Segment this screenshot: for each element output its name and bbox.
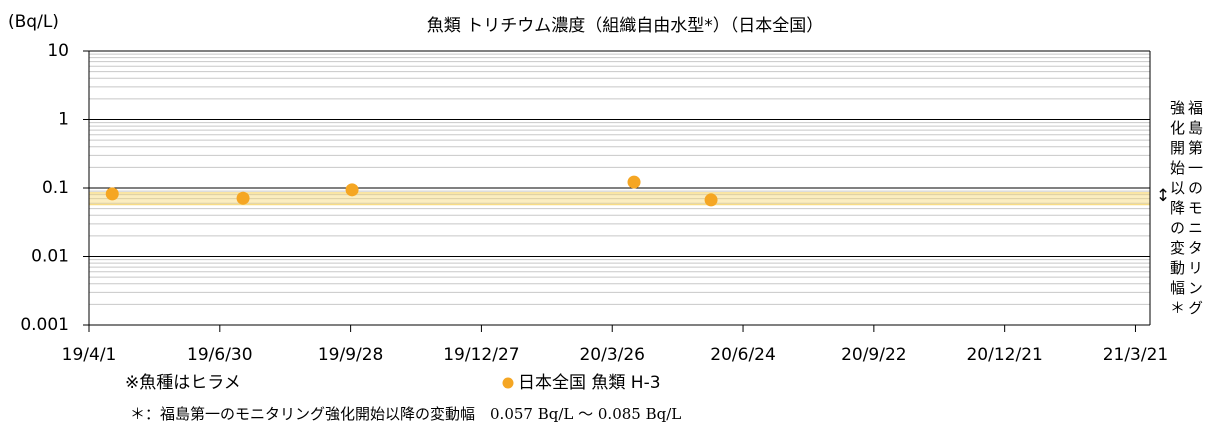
y-tick-label: 10	[47, 41, 69, 61]
species-note: ※魚種はヒラメ	[125, 373, 241, 393]
x-tick-label: 20/3/26	[579, 345, 645, 365]
data-point	[627, 175, 641, 189]
x-tick-label: 19/4/1	[62, 345, 117, 365]
chart-title: 魚類 トリチウム濃度（組織自由水型*）（日本全国）	[427, 16, 823, 36]
x-tick-label: 20/6/24	[710, 345, 776, 365]
y-tick-label: 0.001	[20, 315, 69, 335]
data-point	[704, 193, 718, 207]
y-tick-label: 0.01	[31, 247, 69, 267]
data-point	[105, 187, 119, 201]
legend-marker	[502, 377, 514, 389]
y-axis-label: (Bq/L)	[8, 12, 59, 32]
band-arrow: ↕	[1156, 186, 1170, 206]
x-tick-label: 20/12/21	[966, 345, 1042, 365]
data-point	[236, 191, 250, 205]
x-tick-label: 19/6/30	[187, 345, 253, 365]
y-tick-label: 0.1	[42, 178, 69, 198]
x-tick-label: 19/9/28	[318, 345, 384, 365]
legend-label: 日本全国 魚類 H-3	[518, 373, 661, 393]
x-tick-label: 20/9/22	[841, 345, 907, 365]
band-label: 福島第一のモニタリング強化開始以降の変動幅＊	[1168, 100, 1204, 320]
data-point	[345, 183, 359, 197]
footnote: ＊：福島第一のモニタリング強化開始以降の変動幅 0.057 Bq/L ～ 0.0…	[130, 405, 681, 423]
x-tick-label: 19/12/27	[443, 345, 519, 365]
y-tick-label: 1	[58, 110, 69, 130]
x-tick-label: 21/3/21	[1103, 345, 1169, 365]
